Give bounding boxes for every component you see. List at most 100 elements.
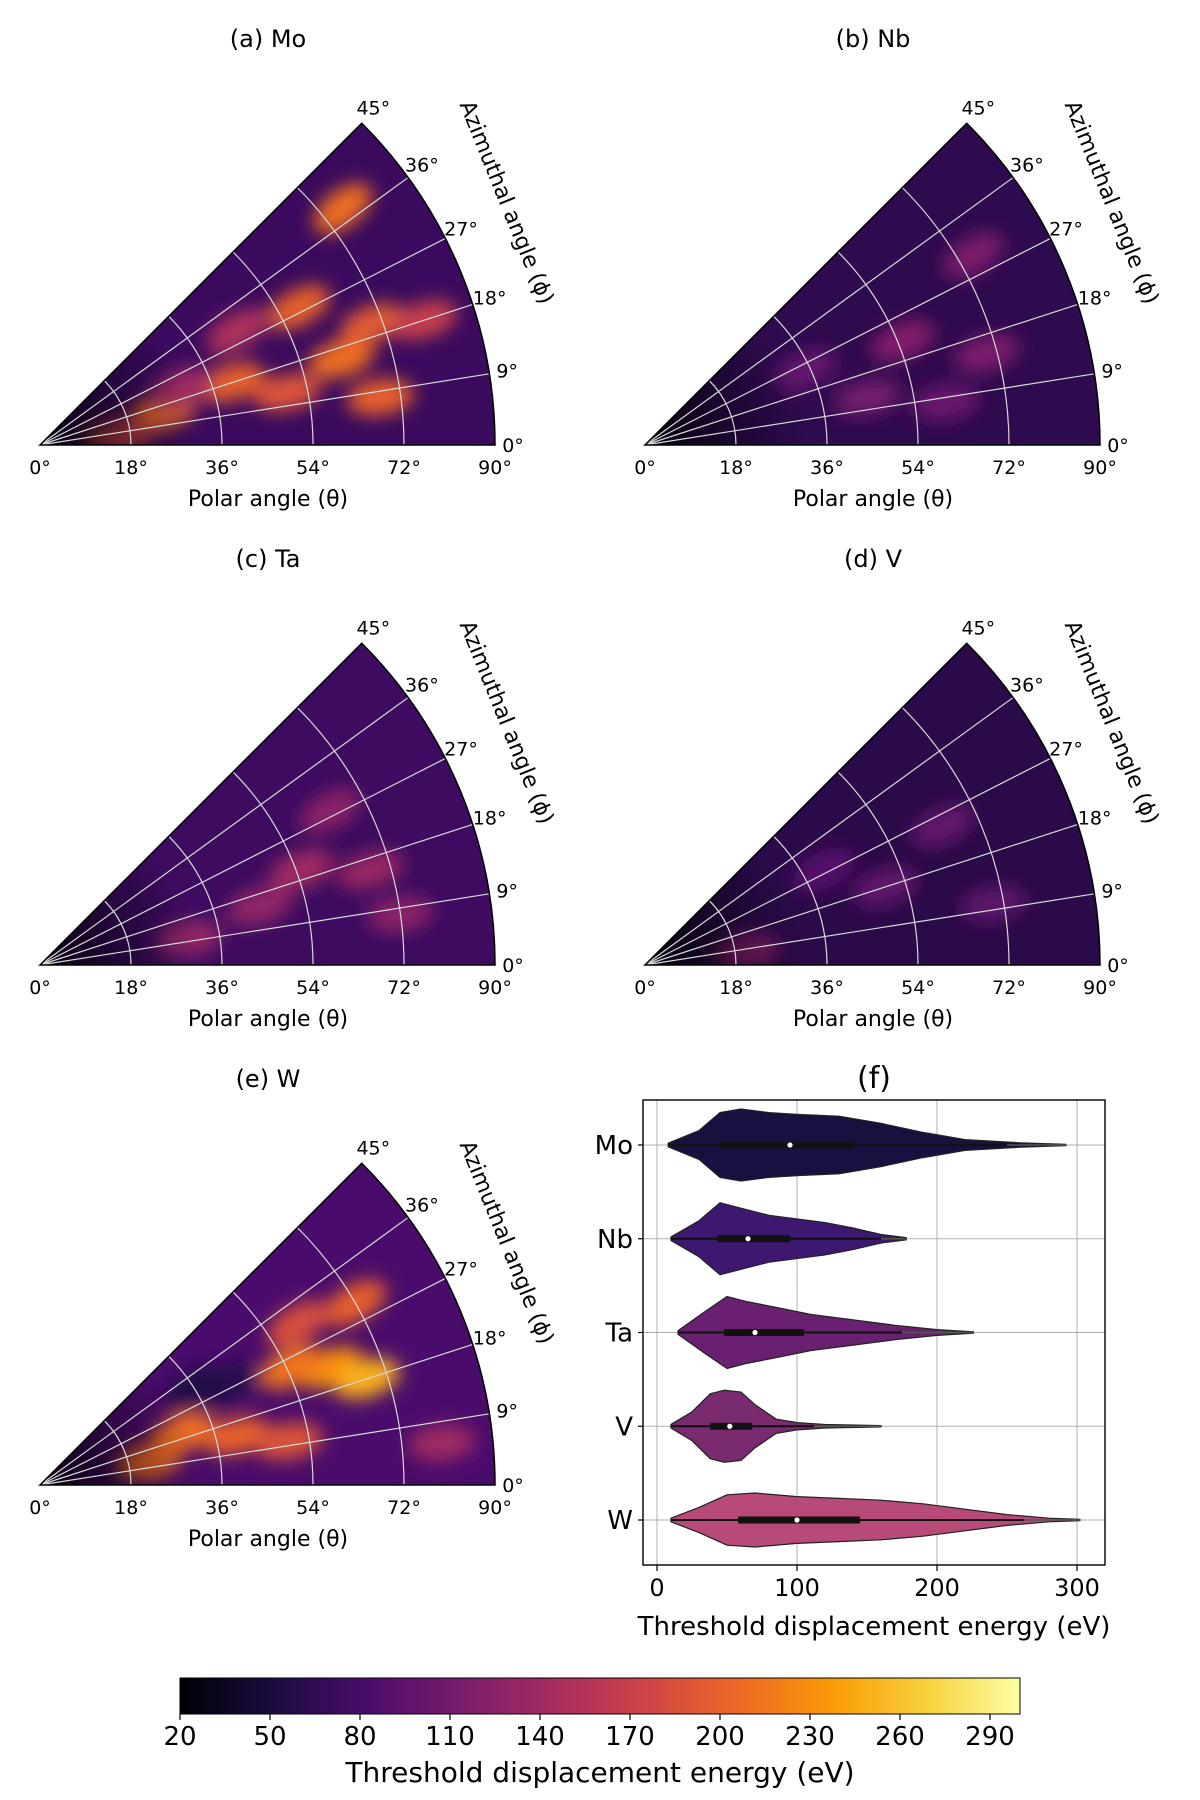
grid-spoke [644,177,1014,446]
grid-arc [103,1420,132,1486]
phi-tick-label: 0° [1107,955,1129,977]
y-axis-label: Azimuthal angle (ϕ) [454,97,558,308]
phi-tick-label: 9° [1101,360,1123,382]
theta-tick-label: 54° [296,977,330,999]
panel-title: (b) Nb [836,25,911,53]
polar-panel-2: 0° 18° 36° 54° 72° 90°0°9°18°27°36°45°(c) TaP… [29,545,558,1032]
phi-tick-label: 27° [444,218,478,240]
polar-panel-0: 0° 18° 36° 54° 72° 90°0°9°18°27°36°45°(a) MoP… [29,25,558,512]
grid-arc [901,707,1010,966]
theta-tick-label: 36° [205,457,239,479]
phi-tick-label: 0° [1107,435,1129,457]
origin-fade [40,643,495,965]
colorbar-tick-label: 170 [605,1722,655,1752]
phi-tick-label: 36° [405,1195,439,1217]
phi-tick-label: 0° [502,1475,524,1497]
colorbar-tick-label: 20 [163,1722,196,1752]
theta-tick-label: 0° [29,977,51,999]
phi-tick-label: 27° [444,738,478,760]
colorbar-tick-label: 50 [253,1722,286,1752]
theta-tick-label: 54° [296,1497,330,1519]
theta-tick-label: 72° [992,457,1026,479]
phi-tick-label: 18° [473,1328,507,1350]
phi-tick-label: 18° [473,288,507,310]
panel-title: (f) [857,1061,891,1096]
grid-arc [232,1291,314,1486]
phi-tick-label: 36° [405,675,439,697]
violin-iqr-box [724,1329,804,1336]
grid-spoke [644,757,1051,966]
panel-title: (d) V [844,545,903,573]
theta-tick-label: 0° [29,1497,51,1519]
grid-spoke [644,893,1095,966]
origin-fade [40,123,495,445]
x-tick-label: 100 [774,1574,820,1602]
theta-tick-label: 72° [387,977,421,999]
x-tick-label: 0 [649,1574,664,1602]
phi-tick-label: 45° [961,618,995,640]
grid-arc [773,835,828,966]
theta-tick-label: 54° [901,457,935,479]
theta-tick-label: 90° [478,977,512,999]
grid-arc [168,835,223,966]
grid-arc [296,707,405,966]
theta-tick-label: 90° [478,457,512,479]
polar-panel-3: 0° 18° 36° 54° 72° 90°0°9°18°27°36°45°(d) VPo… [634,545,1163,1032]
theta-tick-label: 72° [992,977,1026,999]
category-label: W [607,1506,633,1536]
x-axis-label: Polar angle (θ) [793,487,953,512]
phi-tick-label: 27° [1049,738,1083,760]
grid-spoke [644,823,1078,966]
theta-tick-label: 72° [387,457,421,479]
sector-outline [38,122,496,446]
phi-tick-label: 36° [1010,155,1044,177]
x-tick-label: 300 [1054,1574,1100,1602]
origin-fade [40,1163,495,1485]
phi-tick-label: 45° [356,618,390,640]
panel-title: (e) W [236,1065,301,1093]
colorbar-bar [179,1677,1021,1715]
grid-arc [296,187,405,446]
phi-tick-label: 18° [1078,808,1112,830]
grid-arc [837,771,919,966]
theta-tick-label: 36° [810,457,844,479]
grid-arc [708,900,737,966]
theta-tick-label: 90° [478,1497,512,1519]
theta-tick-label: 18° [719,457,753,479]
grid-spoke [644,373,1095,446]
grid-spoke [39,373,490,446]
sector-outline [643,122,1101,446]
grid-spoke [39,893,490,966]
theta-tick-label: 0° [634,977,656,999]
phi-tick-label: 18° [1078,288,1112,310]
violin-median [794,1517,800,1523]
violin-median [752,1329,758,1336]
sector-outline [38,642,496,966]
colorbar: 20 50 80 110 140 170 200 230 260 290 Threshold dis… [163,1677,1021,1789]
phi-tick-label: 45° [356,1138,390,1160]
phi-tick-label: 27° [444,1258,478,1280]
grid-arc [103,380,132,446]
grid-spoke [39,1217,409,1486]
theta-tick-label: 36° [205,1497,239,1519]
grid-arc [708,380,737,446]
phi-tick-label: 0° [502,955,524,977]
theta-tick-label: 36° [205,977,239,999]
category-label: Mo [595,1131,633,1161]
plot-frame [642,1099,1106,1566]
sector-outline [38,1162,496,1486]
grid-spoke [39,1413,490,1486]
polar-panel-1: 0° 18° 36° 54° 72° 90°0°9°18°27°36°45°(b) NbP… [634,25,1163,512]
category-label: Nb [597,1225,633,1255]
grid-spoke [39,1277,446,1486]
grid-spoke [644,303,1078,446]
colorbar-tick-label: 260 [875,1722,925,1752]
phi-tick-label: 9° [496,880,518,902]
phi-tick-label: 45° [356,98,390,120]
grid-arc [296,1227,405,1486]
colorbar-tick-label: 110 [425,1722,475,1752]
x-axis-label: Polar angle (θ) [793,1007,953,1032]
x-axis-label: Threshold displacement energy (eV) [637,1612,1111,1642]
theta-tick-label: 18° [114,977,148,999]
violin-iqr-box [720,1141,853,1149]
